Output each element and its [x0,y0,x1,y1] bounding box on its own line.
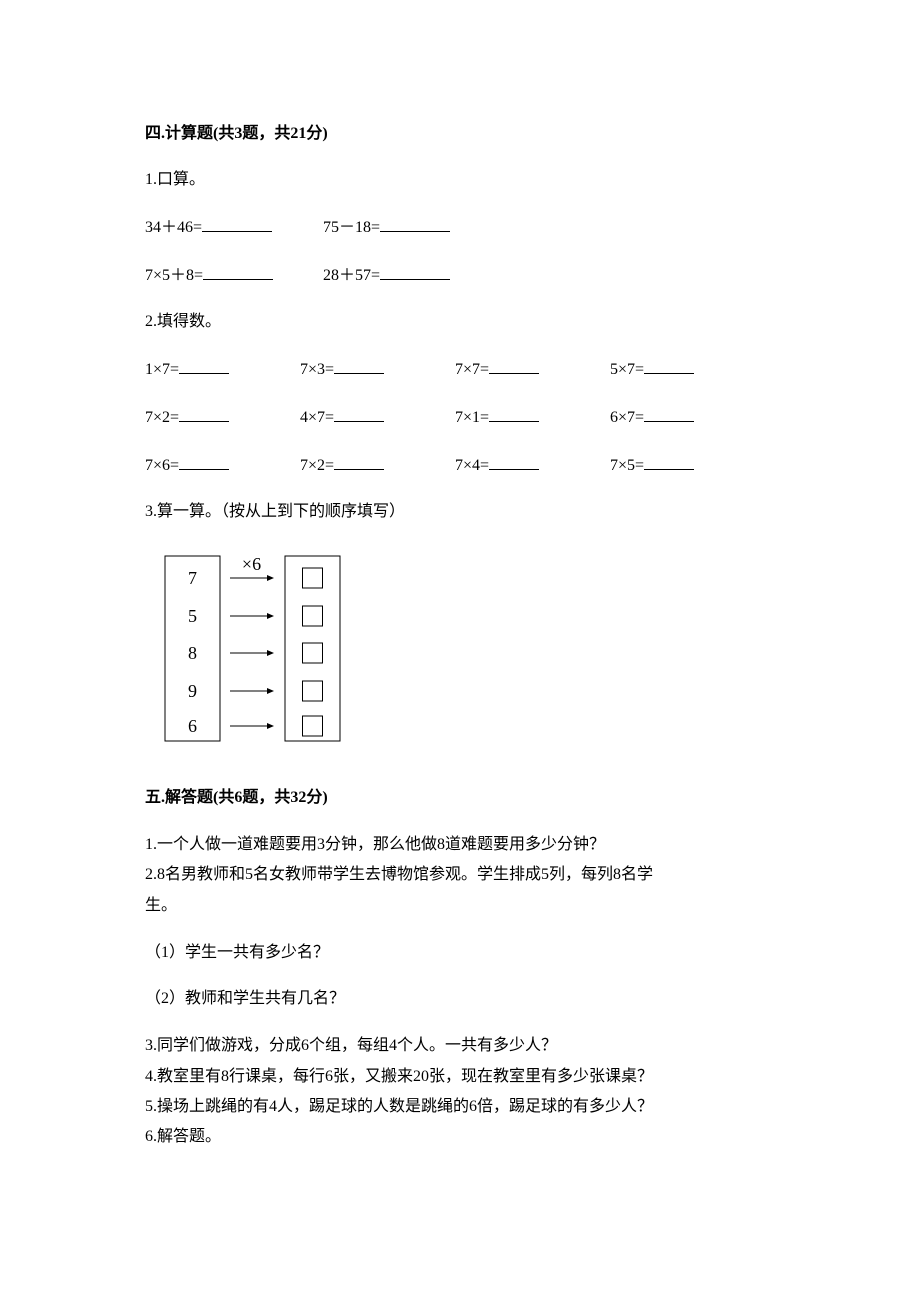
s5-q2s1: （1）学生一共有多少名？ [145,941,775,965]
svg-text:5: 5 [188,606,197,626]
q1-r2a: 7×5＋8= [145,264,203,288]
q2-r2c1: 7×2= [145,406,179,430]
blank [334,452,384,470]
blank [380,262,450,280]
svg-text:7: 7 [188,568,197,588]
section4-title: 四.计算题(共3题，共21分) [145,122,775,146]
blank [380,214,450,232]
q2-r3c4: 7×5= [610,454,644,478]
q1-row1: 34＋46= 75－18= [145,214,775,240]
blank [179,404,229,422]
q2-r1c4: 5×7= [610,358,644,382]
blank [179,356,229,374]
q1-r1b: 75－18= [323,216,380,240]
q2-r1c3: 7×7= [455,358,489,382]
q2-row1: 1×7= 7×3= 7×7= 5×7= [145,356,775,382]
q2-r2c4: 6×7= [610,406,644,430]
q2-r3c3: 7×4= [455,454,489,478]
s5-q4: 4.教室里有8行课桌，每行6张，又搬来20张，现在教室里有多少张课桌？ [145,1064,775,1090]
s5-q6: 6.解答题。 [145,1124,775,1150]
q2-r2c2: 4×7= [300,406,334,430]
q2-r3c2: 7×2= [300,454,334,478]
svg-text:8: 8 [188,643,197,663]
blank [489,452,539,470]
q3-label: 3.算一算。（按从上到下的顺序填写） [145,500,775,524]
q1-row2: 7×5＋8= 28＋57= [145,262,775,288]
s5-q2a: 2.8名男教师和5名女教师带学生去博物馆参观。学生排成5列，每列8名学 [145,862,775,888]
s5-q2s2: （2）教师和学生共有几名？ [145,987,775,1011]
q2-row2: 7×2= 4×7= 7×1= 6×7= [145,404,775,430]
blank [334,404,384,422]
section5-title: 五.解答题(共6题，共32分) [145,786,775,810]
q1-r2b: 28＋57= [323,264,380,288]
blank [644,404,694,422]
s5-q5: 5.操场上跳绳的有4人，踢足球的人数是跳绳的6倍，踢足球的有多少人？ [145,1094,775,1120]
blank [489,404,539,422]
q1-r1a: 34＋46= [145,216,202,240]
q3-diagram-svg: ×6 7 5 8 9 6 [150,546,360,756]
blank [202,214,272,232]
s5-q2b: 生。 [145,893,775,919]
blank [489,356,539,374]
blank [644,356,694,374]
blank [644,452,694,470]
blank [334,356,384,374]
q2-r1c2: 7×3= [300,358,334,382]
s5-q3: 3.同学们做游戏，分成6个组，每组4个人。一共有多少人？ [145,1033,775,1059]
q2-r2c3: 7×1= [455,406,489,430]
q1-label: 1.口算。 [145,168,775,192]
svg-text:×6: ×6 [242,554,261,574]
svg-text:6: 6 [188,716,197,736]
svg-text:9: 9 [188,681,197,701]
q2-r1c1: 1×7= [145,358,179,382]
q2-row3: 7×6= 7×2= 7×4= 7×5= [145,452,775,478]
q3-diagram: ×6 7 5 8 9 6 [150,546,775,756]
blank [203,262,273,280]
s5-q1: 1.一个人做一道难题要用3分钟，那么他做8道难题要用多少分钟？ [145,832,775,858]
q2-label: 2.填得数。 [145,310,775,334]
blank [179,452,229,470]
q2-r3c1: 7×6= [145,454,179,478]
